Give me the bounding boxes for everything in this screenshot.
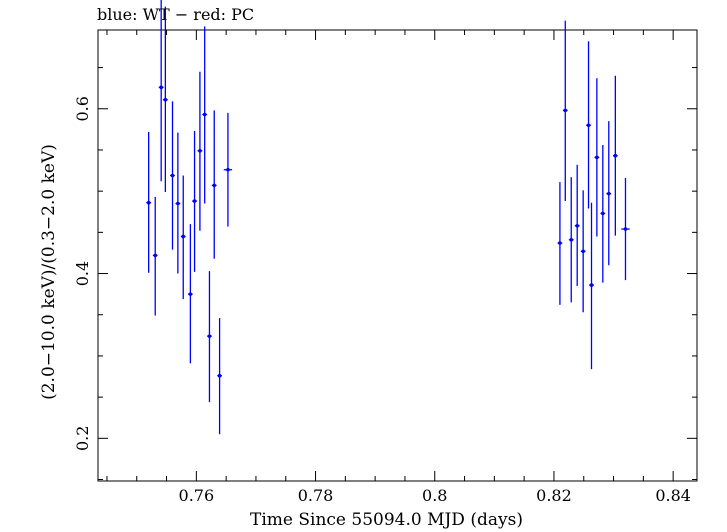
- x-tick-label: 0.82: [536, 486, 572, 505]
- point-marker: [595, 155, 599, 160]
- point-marker: [188, 292, 193, 296]
- data-point: [589, 202, 594, 370]
- point-marker: [226, 167, 230, 172]
- point-marker: [558, 241, 562, 245]
- x-tick-label: 0.78: [298, 486, 334, 505]
- data-point: [211, 110, 217, 259]
- point-marker: [153, 253, 158, 258]
- y-axis-label: (2.0−10.0 keV)/(0.3−2.0 keV): [39, 144, 59, 400]
- data-point: [562, 20, 568, 202]
- data-point: [557, 182, 563, 305]
- data-point: [170, 101, 175, 250]
- point-marker: [601, 211, 605, 216]
- data-point: [197, 71, 203, 231]
- data-point: [594, 78, 600, 237]
- point-marker: [163, 97, 168, 102]
- point-marker: [606, 191, 611, 196]
- point-marker: [563, 108, 568, 113]
- data-point: [202, 26, 208, 204]
- y-tick-label: 0.4: [73, 261, 92, 286]
- point-marker: [170, 173, 175, 178]
- data-point: [192, 131, 197, 272]
- data-point: [158, 0, 164, 182]
- axis-ticks: [98, 30, 697, 481]
- data-point: [217, 318, 222, 435]
- x-tick-label: 0.8: [422, 486, 447, 505]
- plot-frame: [97, 29, 698, 482]
- data-point: [606, 121, 612, 266]
- data-point: [600, 145, 606, 283]
- data-point: [223, 112, 233, 227]
- point-marker: [181, 234, 186, 239]
- data-point: [152, 196, 158, 316]
- x-tick-label: 0.84: [655, 486, 691, 505]
- data-point: [574, 164, 580, 286]
- point-marker: [217, 373, 222, 378]
- point-marker: [202, 112, 207, 117]
- x-axis-label: Time Since 55094.0 MJD (days): [250, 510, 523, 530]
- point-marker: [569, 237, 574, 242]
- data-point: [586, 41, 591, 209]
- point-marker: [159, 85, 163, 90]
- data-points: [146, 0, 630, 435]
- point-marker: [581, 249, 585, 254]
- x-tick-label: 0.76: [179, 486, 215, 505]
- point-marker: [586, 123, 591, 128]
- axis-tick-labels: 0.76 0.78 0.8 0.82 0.84 0.2 0.4 0.6: [73, 96, 691, 505]
- data-point: [580, 190, 586, 313]
- point-marker: [192, 199, 197, 203]
- point-marker: [613, 153, 618, 158]
- point-marker: [176, 201, 180, 206]
- data-point: [621, 177, 630, 281]
- chart-title: blue: WT − red: PC: [97, 5, 255, 24]
- data-point: [612, 75, 618, 236]
- point-marker: [212, 183, 217, 188]
- y-tick-label: 0.6: [73, 96, 92, 121]
- point-marker: [207, 334, 212, 338]
- point-marker: [575, 223, 579, 228]
- data-point: [180, 175, 186, 300]
- data-point: [207, 271, 212, 403]
- data-point: [162, 6, 168, 192]
- point-marker: [146, 200, 151, 205]
- data-point: [175, 132, 181, 274]
- point-marker: [198, 148, 202, 153]
- data-point: [146, 131, 152, 273]
- point-marker: [623, 227, 628, 231]
- data-point: [187, 224, 193, 364]
- y-tick-label: 0.2: [73, 426, 92, 451]
- data-point: [568, 177, 574, 303]
- point-marker: [589, 283, 594, 287]
